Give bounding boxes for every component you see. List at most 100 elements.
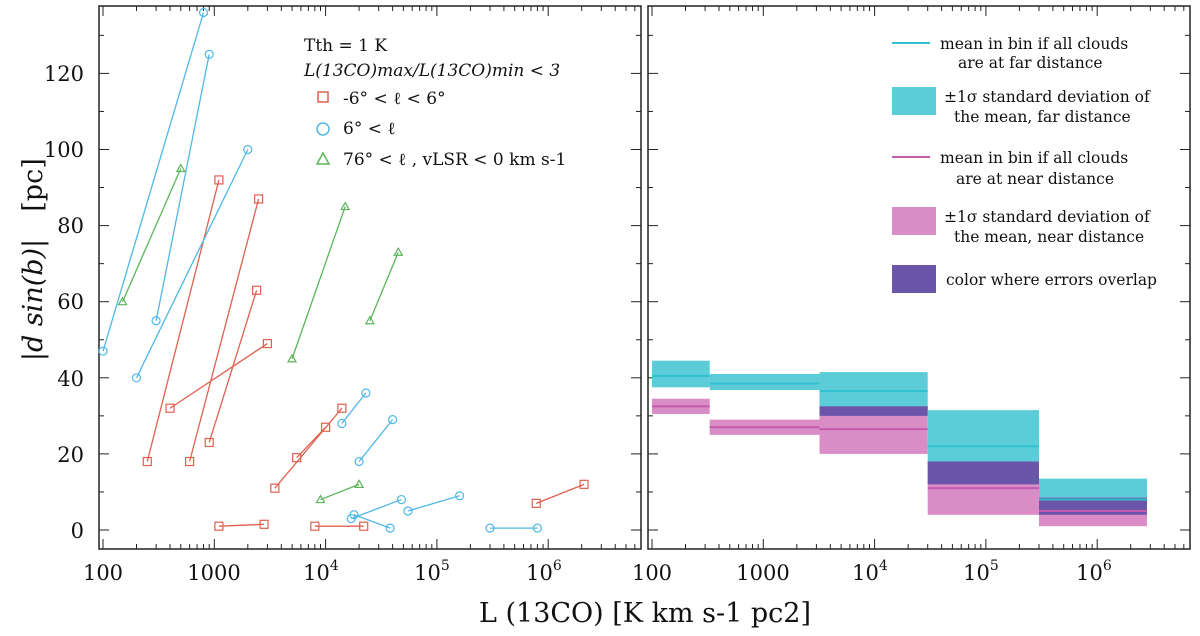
circle-marker [337, 418, 347, 429]
cloud-track-line [102, 12, 205, 352]
cloud-track-line [296, 426, 327, 459]
legend-near-std: ±1σ standard deviation of [944, 208, 1151, 226]
y-tick-label: 120 [44, 62, 84, 86]
circle-marker [388, 415, 398, 425]
right-axis-ticks [648, 6, 1190, 549]
overlap-box [819, 406, 928, 416]
cloud-track-line [369, 251, 399, 321]
y-axis-unit: [pc] [18, 158, 49, 211]
y-tick-label: 20 [57, 443, 84, 467]
square-marker [253, 194, 264, 204]
cloud-track-line [188, 198, 260, 462]
x-tick-labels-right: 100 1000 104 105 106 [632, 558, 1112, 585]
x-tick-label: 106 [1076, 558, 1112, 585]
legend-item-triangle: 76° < ℓ , vLSR < 0 km s-1 [343, 150, 566, 170]
circle-marker [151, 316, 161, 326]
overlap-box [927, 461, 1040, 485]
scatter-markers [98, 7, 589, 533]
legend-item-circle: 6° < ℓ [343, 119, 396, 139]
cloud-track-line [407, 495, 460, 512]
y-tick-label: 40 [57, 367, 84, 391]
legend-far-std: ±1σ standard deviation of [944, 88, 1151, 106]
x-tick-label: 100 [83, 561, 123, 585]
far-error-box [709, 373, 820, 390]
square-marker [531, 498, 541, 508]
far-error-box [652, 360, 710, 388]
y-axis-label-text: |d sin(b)| [18, 239, 49, 361]
square-marker [262, 338, 273, 349]
square-marker [337, 403, 347, 413]
x-tick-label: 104 [852, 558, 888, 585]
x-tick-label: 105 [414, 558, 450, 585]
cloud-track-line [135, 149, 249, 379]
circle-marker [204, 49, 214, 59]
left-plot-frame [98, 5, 642, 550]
cloud-track-line [169, 343, 268, 409]
y-axis-label: |d sin(b)| [pc] [18, 158, 49, 361]
circle-marker [349, 510, 359, 520]
square-marker [270, 483, 280, 493]
legend-ratio: L(13CO)max/L(13CO)min < 3 [303, 61, 560, 81]
x-tick-label: 1000 [187, 561, 240, 585]
legend-near-mean-2: are at near distance [956, 170, 1114, 188]
cloud-track-line [291, 206, 346, 359]
triangle-marker [287, 353, 298, 363]
circle-marker [243, 144, 253, 155]
triangle-marker [175, 163, 186, 173]
x-tick-labels-left: 100 1000 104 105 106 [83, 558, 562, 585]
legend-far-mean-2: are at far distance [958, 54, 1103, 72]
circle-marker [131, 373, 142, 383]
circle-marker [455, 491, 465, 501]
square-marker [214, 521, 224, 531]
far-box-icon [892, 87, 936, 115]
square-marker [214, 175, 224, 185]
x-tick-label: 1000 [736, 561, 789, 585]
legend-far-mean: mean in bin if all clouds [940, 35, 1128, 53]
circle-marker-icon [316, 122, 330, 136]
square-marker [321, 422, 331, 432]
y-tick-label: 80 [57, 214, 84, 238]
left-axis-ticks [99, 6, 641, 549]
near-box-icon [892, 207, 936, 235]
circle-marker [532, 523, 543, 533]
legend-near-std-2: the mean, near distance [954, 228, 1144, 246]
square-marker [259, 519, 269, 529]
mean-bins [652, 360, 1147, 527]
circle-marker [354, 456, 364, 467]
y-tick-label: 100 [44, 138, 84, 162]
x-tick-label: 100 [632, 561, 672, 585]
triangle-marker-icon [315, 151, 331, 165]
triangle-marker [117, 296, 128, 306]
square-marker [204, 437, 214, 448]
y-tick-label: 0 [71, 519, 84, 543]
cloud-track-line [351, 498, 402, 520]
circle-marker [198, 7, 209, 18]
cloud-track-line [320, 483, 360, 501]
x-tick-label: 104 [303, 558, 339, 585]
overlap-box-icon [892, 265, 936, 293]
square-marker [252, 285, 262, 295]
y-tick-labels: 0 20 40 60 80 100 120 [44, 62, 84, 543]
cloud-track-line [155, 54, 210, 321]
cloud-track-line [535, 483, 585, 504]
triangle-marker [340, 201, 351, 211]
legend-right: mean in bin if all clouds are at far dis… [892, 35, 1157, 293]
circle-marker [403, 506, 413, 516]
circle-marker [385, 523, 395, 533]
triangle-marker [364, 315, 375, 325]
triangle-marker [315, 494, 326, 504]
square-marker [165, 403, 175, 413]
square-marker [185, 456, 195, 467]
square-marker [142, 456, 152, 467]
legend-far-std-2: the mean, far distance [954, 108, 1131, 126]
triangle-marker [393, 247, 404, 256]
x-tick-label: 106 [526, 558, 562, 585]
legend-left: Tth = 1 K L(13CO)max/L(13CO)min < 3 -6° … [303, 36, 566, 170]
legend-threshold: Tth = 1 K [304, 36, 387, 56]
circle-marker [396, 494, 407, 505]
cloud-track-line [218, 523, 265, 527]
cloud-track-line [122, 168, 182, 302]
square-marker [359, 521, 369, 531]
y-tick-label: 60 [57, 290, 84, 314]
